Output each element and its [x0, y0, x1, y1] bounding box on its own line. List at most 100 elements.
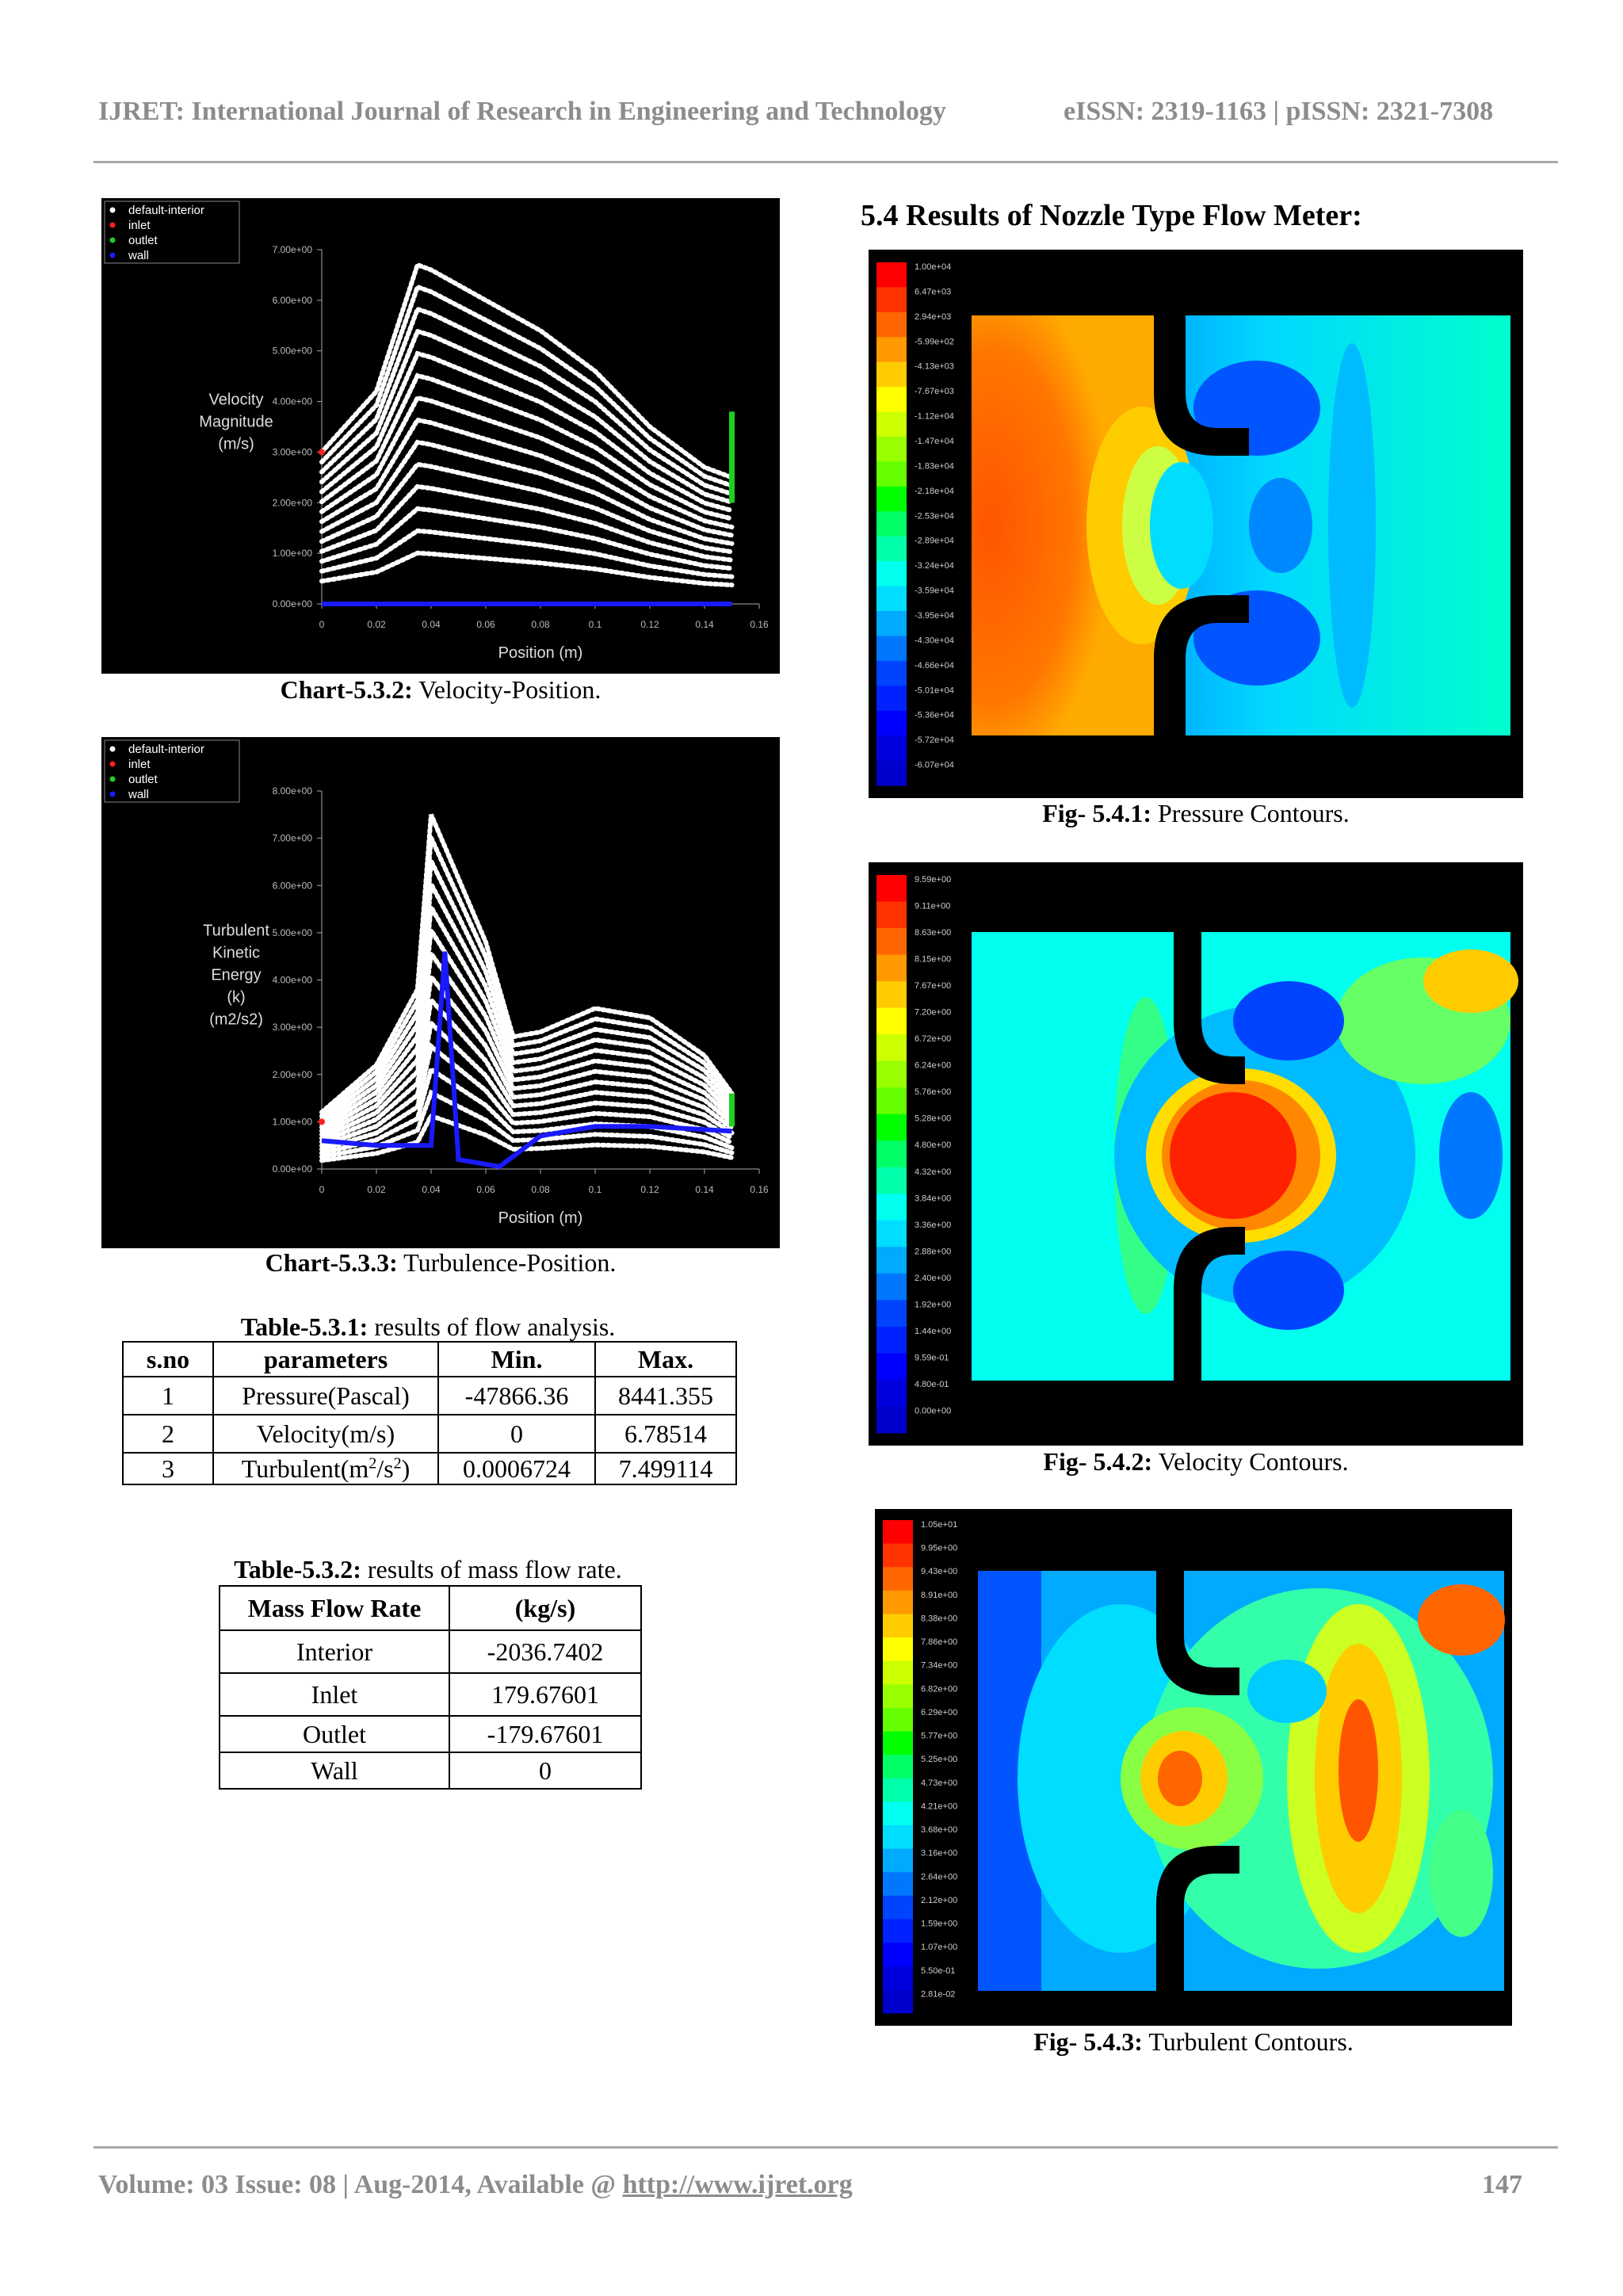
- velocity-position-svg: default-interior inlet outlet wall 7.00e+00 6…: [104, 201, 769, 662]
- scale-swatch: [876, 311, 907, 338]
- scale-label: 9.43e+00: [921, 1567, 957, 1576]
- cell-value: -2036.7402: [449, 1629, 642, 1674]
- scale-swatch: [876, 1007, 907, 1035]
- issn: eISSN: 2319-1163 | pISSN: 2321-7308: [1064, 97, 1494, 126]
- legend-label: outlet: [128, 234, 158, 247]
- inlet-point: [319, 1118, 325, 1125]
- interior-curve: [319, 350, 735, 514]
- cell-max: 8441.355: [594, 1376, 737, 1415]
- velocity-contours-figure: 9.59e+00 9.11e+00 8.63e+00 8.15e+00 7.67e+00…: [869, 862, 1523, 1446]
- y-tick-label: 0.00e+00: [273, 1163, 313, 1175]
- scale-swatch: [876, 411, 907, 437]
- x-tick-label: 0.06: [476, 619, 495, 630]
- scale-swatch: [876, 1087, 907, 1115]
- scale-label: -4.30e+04: [915, 636, 954, 645]
- y-axis-label: (k): [227, 989, 245, 1007]
- scale-label: 6.82e+00: [921, 1684, 957, 1694]
- scale-label: 7.67e+00: [915, 981, 951, 991]
- velocity-contours-svg: 9.59e+00 9.11e+00 8.63e+00 8.15e+00 7.67e+00…: [876, 875, 1518, 1434]
- footer-rule: [94, 2146, 1558, 2149]
- scale-label: -5.01e+04: [915, 686, 954, 695]
- scale-swatch: [883, 1590, 913, 1614]
- interior-curve: [319, 483, 735, 563]
- legend-label: inlet: [128, 219, 151, 232]
- y-tick-label: 6.00e+00: [273, 880, 313, 891]
- cell-name: Outlet: [219, 1715, 450, 1753]
- table-row: Interior -2036.7402: [219, 1629, 642, 1674]
- cell-param: Velocity(m/s): [212, 1414, 439, 1454]
- scale-label: 7.86e+00: [921, 1637, 957, 1647]
- scale-swatch: [876, 1326, 907, 1354]
- scale-label: 3.16e+00: [921, 1849, 957, 1859]
- y-tick-label: 8.00e+00: [273, 785, 313, 797]
- table-531-caption: Table-5.3.1: results of flow analysis.: [240, 1312, 616, 1341]
- y-tick-label: 4.00e+00: [273, 396, 313, 407]
- x-tick-label: 0.08: [531, 1184, 550, 1195]
- interior-curve: [319, 947, 735, 1137]
- table-row: 2 Velocity(m/s) 0 6.78514: [122, 1414, 737, 1454]
- interior-curve: [319, 1018, 735, 1148]
- scale-label: -6.07e+04: [915, 761, 954, 770]
- scale-label: 2.64e+00: [921, 1872, 957, 1881]
- series-default-interior: [319, 262, 735, 588]
- scale-swatch: [883, 1919, 913, 1943]
- y-tick-label: 1.00e+00: [273, 1116, 313, 1127]
- scale-label: 6.47e+03: [915, 287, 951, 296]
- scale-label: -1.12e+04: [915, 412, 954, 422]
- legend-marker: [109, 252, 116, 258]
- x-tick-label: 0.08: [531, 619, 550, 630]
- y-tick-label: 3.00e+00: [273, 1022, 313, 1033]
- table-row: 1 Pressure(Pascal) -47866.36 8441.355: [122, 1376, 737, 1415]
- legend-label: outlet: [128, 773, 158, 786]
- scale-swatch: [883, 1684, 913, 1709]
- ijret-link[interactable]: http://www.ijret.org: [622, 2170, 853, 2199]
- interior-curve: [319, 372, 735, 521]
- cell-name: Wall: [219, 1752, 450, 1790]
- pressure-contours-figure: 1.00e+04 6.47e+03 2.94e+03 -5.99e+02 -4.13e+…: [869, 250, 1523, 798]
- scale-swatch: [883, 1707, 913, 1733]
- scale-swatch: [883, 1637, 913, 1662]
- x-axis-label: Position (m): [498, 644, 583, 662]
- inlet-point: [319, 449, 325, 456]
- interior-curve: [319, 328, 735, 505]
- scale-swatch: [883, 1966, 913, 1990]
- turbulence-position-chart: default-interior inlet outlet wall 8.00e+00 7…: [101, 737, 780, 1248]
- x-tick-label: 0.16: [750, 619, 769, 630]
- cell-sno: 2: [122, 1414, 214, 1454]
- y-axis-label: (m/s): [218, 436, 254, 453]
- legend-label: inlet: [128, 758, 151, 771]
- chart-532-caption: Chart-5.3.2: Velocity-Position.: [280, 675, 601, 704]
- scale-swatch: [876, 760, 907, 786]
- scale-label: 7.34e+00: [921, 1661, 957, 1671]
- y-tick-label: 7.00e+00: [273, 244, 313, 255]
- legend-marker: [109, 791, 116, 797]
- scale-label: -1.47e+04: [915, 437, 954, 446]
- scale-label: 2.81e-02: [921, 1989, 955, 1999]
- scale-label: 9.11e+00: [915, 902, 950, 911]
- cell-param: Pressure(Pascal): [212, 1376, 439, 1415]
- x-tick-label: 0.12: [640, 1184, 659, 1195]
- scale-swatch: [876, 1140, 907, 1168]
- x-tick-label: 0.16: [750, 1184, 769, 1195]
- y-tick-label: 2.00e+00: [273, 1069, 313, 1080]
- turbulent-color-scale: 1.05e+01 9.95e+00 9.43e+00 8.91e+00 8.38e+00…: [883, 1520, 957, 2014]
- legend-marker: [109, 746, 116, 752]
- scale-swatch: [876, 1247, 907, 1274]
- x-tick-label: 0: [319, 619, 325, 630]
- x-tick-label: 0.12: [640, 619, 659, 630]
- cell-min: 0: [437, 1414, 596, 1454]
- scale-label: 5.50e-01: [921, 1966, 955, 1976]
- scale-label: -2.89e+04: [915, 537, 954, 546]
- series-inlet: [319, 1118, 325, 1125]
- scale-label: -3.59e+04: [915, 586, 954, 596]
- interior-curve: [319, 1041, 735, 1152]
- scale-swatch: [876, 1167, 907, 1194]
- scale-label: 9.59e-01: [915, 1353, 949, 1362]
- scale-swatch: [876, 1060, 907, 1088]
- scale-label: 5.28e+00: [915, 1114, 951, 1124]
- legend-marker: [109, 222, 116, 228]
- scale-label: 2.12e+00: [921, 1896, 957, 1905]
- col-parameters: parameters: [212, 1341, 439, 1377]
- table-532-caption: Table-5.3.2: results of mass flow rate.: [234, 1555, 622, 1584]
- scale-label: -3.95e+04: [915, 611, 954, 621]
